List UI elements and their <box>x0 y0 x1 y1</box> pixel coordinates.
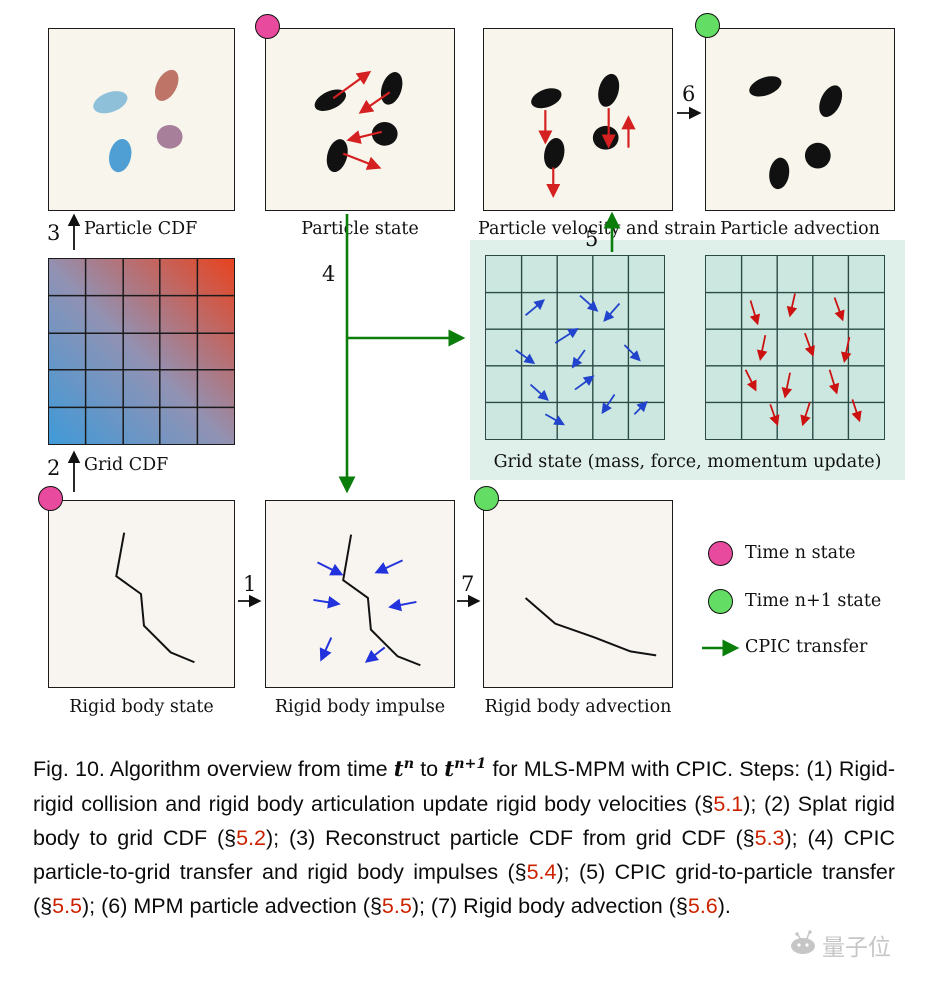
section-ref[interactable]: 5.1 <box>713 792 744 816</box>
step-5-label: 5 <box>585 227 599 251</box>
rigid-body-state-label: Rigid body state <box>69 697 214 717</box>
rigid-body-impulse-drawing <box>313 534 421 667</box>
grid-state-block: Grid state (mass, force, momentum update… <box>470 240 905 480</box>
section-ref[interactable]: 5.5 <box>52 894 83 918</box>
step-7-label: 7 <box>461 572 475 596</box>
time-n-plus-1-badge-rigid <box>474 486 499 511</box>
panel-grid-cdf <box>48 258 235 445</box>
caption-text: ). <box>717 894 731 918</box>
rigid-body-advection-label: Rigid body advection <box>484 697 672 717</box>
grid-state-blue-arrows-drawing <box>486 256 664 439</box>
step-1-label: 1 <box>243 572 257 596</box>
caption-text: ); (6) MPM particle advection (§ <box>82 894 382 918</box>
legend-time-n-badge <box>708 541 733 566</box>
legend-time-n-plus-1-label: Time n+1 state <box>745 591 882 611</box>
section-ref[interactable]: 5.4 <box>526 860 557 884</box>
rigid-body-impulse-label: Rigid body impulse <box>274 697 446 717</box>
step-2-label: 2 <box>47 456 61 480</box>
grid-state-mass-force <box>485 255 665 440</box>
grid-state-red-arrows-drawing <box>706 256 884 439</box>
caption-math-t: t <box>444 757 455 782</box>
rigid-body-state-drawing <box>115 532 195 664</box>
grid-cdf-lines <box>49 259 234 444</box>
caption-text: ); (4) CPIC particle-to-grid transfer an… <box>33 826 895 884</box>
caption-text: Fig. 10. Algorithm overview from time <box>33 757 394 781</box>
legend-time-n-plus-1-badge <box>708 589 733 614</box>
panel-particle-state <box>265 28 455 211</box>
section-ref[interactable]: 5.5 <box>381 894 412 918</box>
caption-text: ); (3) Reconstruct particle CDF from gri… <box>266 826 755 850</box>
grid-state-label: Grid state (mass, force, momentum update… <box>493 452 882 472</box>
caption-text: ); (5) CPIC grid-to-particle transfer (§ <box>33 860 896 918</box>
caption-math-sup-n: n <box>403 755 415 772</box>
particle-state-label: Particle state <box>301 219 419 239</box>
time-n-badge-rigid <box>38 486 63 511</box>
panel-rigid-body-state <box>48 500 235 688</box>
watermark: 量子位 <box>788 928 891 962</box>
step-4-label: 4 <box>322 262 336 286</box>
watermark-text: 量子位 <box>822 934 891 960</box>
step-3-label: 3 <box>47 221 61 245</box>
section-ref[interactable]: 5.2 <box>236 826 267 850</box>
panel-rigid-body-advection <box>483 500 673 688</box>
legend-time-n-label: Time n state <box>745 543 856 563</box>
section-ref[interactable]: 5.6 <box>687 894 718 918</box>
rigid-body-advection-drawing <box>524 597 657 657</box>
caption-text: for MLS-MPM with CPIC. Steps: (1) Rigid-… <box>33 757 895 816</box>
caption-text: ); (7) Rigid body advection (§ <box>411 894 688 918</box>
step-6-label: 6 <box>682 82 696 106</box>
caption-math-t: t <box>393 757 404 782</box>
caption-text: ); (2) Splat rigid body to grid CDF (§ <box>33 792 895 850</box>
time-n-badge <box>255 14 280 39</box>
particle-velocity-strain-label: Particle velocity and strain <box>478 219 717 239</box>
caption-math-sup-n1: n+1 <box>454 755 487 772</box>
section-ref[interactable]: 5.3 <box>754 826 785 850</box>
particle-advection-label: Particle advection <box>720 219 880 239</box>
particle-cdf-drawing <box>93 69 183 173</box>
particle-advection-drawing <box>749 76 843 190</box>
figure-caption: Fig. 10. Algorithm overview from time tn… <box>33 752 895 923</box>
particle-state-drawing <box>314 70 403 173</box>
panel-particle-velocity-strain <box>483 28 673 211</box>
time-n-plus-1-badge <box>695 13 720 38</box>
qbitai-logo-icon <box>788 929 818 961</box>
grid-state-momentum <box>705 255 885 440</box>
grid-cdf-label: Grid CDF <box>84 455 169 475</box>
particle-velocity-drawing <box>531 73 636 198</box>
panel-particle-cdf <box>48 28 235 211</box>
panel-particle-advection <box>705 28 895 211</box>
caption-text: to <box>414 757 445 781</box>
particle-cdf-label: Particle CDF <box>84 219 198 239</box>
panel-rigid-body-impulse <box>265 500 455 688</box>
legend-cpic-transfer-label: CPIC transfer <box>745 637 868 657</box>
